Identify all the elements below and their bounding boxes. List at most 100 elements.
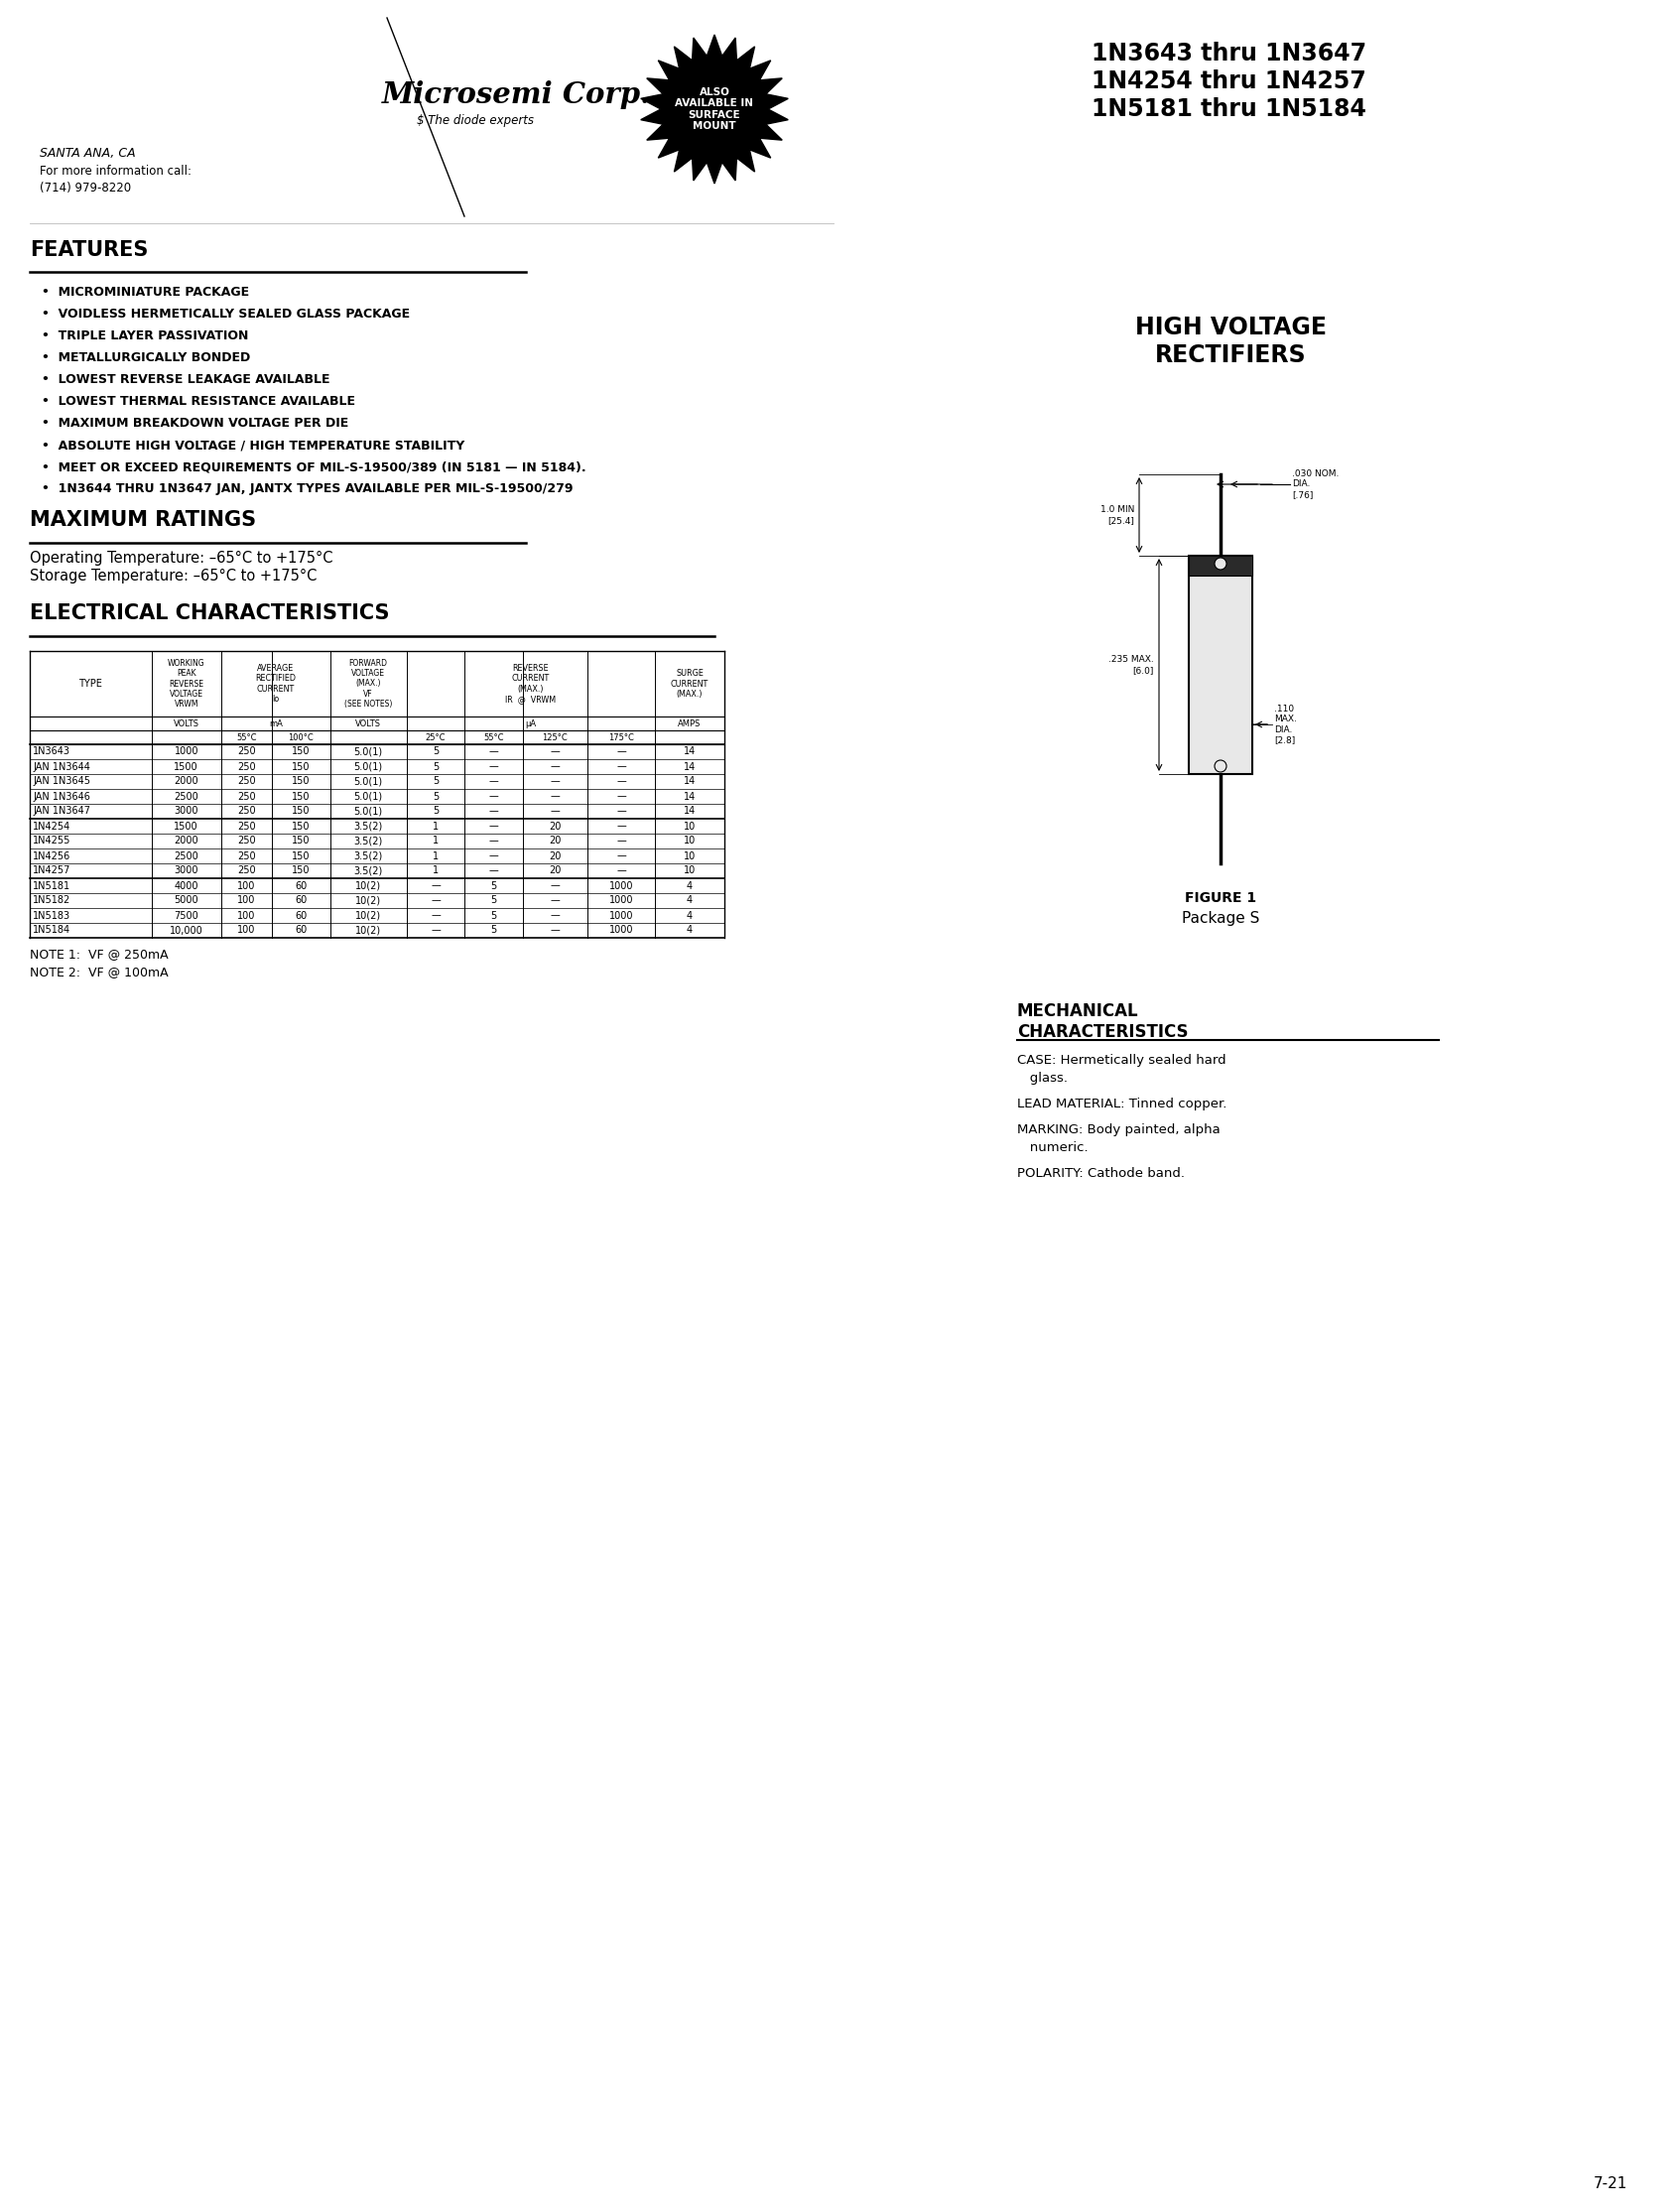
Text: 100: 100 [238, 911, 256, 920]
Polygon shape [642, 35, 789, 184]
Text: 3.5(2): 3.5(2) [353, 865, 384, 876]
Text: AVERAGE
RECTIFIED
CURRENT
Io: AVERAGE RECTIFIED CURRENT Io [255, 664, 296, 703]
Text: —: — [489, 865, 499, 876]
Text: 5.0(1): 5.0(1) [353, 761, 384, 772]
Text: —: — [616, 821, 626, 832]
Text: TYPE: TYPE [79, 679, 102, 688]
Text: LEAD MATERIAL: Tinned copper.: LEAD MATERIAL: Tinned copper. [1017, 1097, 1226, 1110]
Text: 1N4255: 1N4255 [34, 836, 70, 845]
Text: ELECTRICAL CHARACTERISTICS: ELECTRICAL CHARACTERISTICS [30, 604, 390, 624]
Text: 125°C: 125°C [543, 732, 568, 741]
Circle shape [1214, 761, 1226, 772]
Text: 14: 14 [683, 761, 695, 772]
Text: For more information call:: For more information call: [40, 164, 191, 177]
Text: •  VOIDLESS HERMETICALLY SEALED GLASS PACKAGE: • VOIDLESS HERMETICALLY SEALED GLASS PAC… [42, 307, 410, 321]
Text: •  ABSOLUTE HIGH VOLTAGE / HIGH TEMPERATURE STABILITY: • ABSOLUTE HIGH VOLTAGE / HIGH TEMPERATU… [42, 438, 464, 451]
Text: —: — [430, 880, 441, 891]
Text: 5: 5 [491, 896, 497, 905]
Text: CASE: Hermetically sealed hard: CASE: Hermetically sealed hard [1017, 1053, 1226, 1066]
Text: 1: 1 [432, 865, 439, 876]
Text: 1.0 MIN
[25.4]: 1.0 MIN [25.4] [1100, 504, 1134, 524]
Text: 1N4256: 1N4256 [34, 852, 70, 860]
Text: •  MICROMINIATURE PACKAGE: • MICROMINIATURE PACKAGE [42, 285, 250, 299]
Text: —: — [489, 792, 499, 801]
Text: •  1N3644 THRU 1N3647 JAN, JANTX TYPES AVAILABLE PER MIL-S-19500/279: • 1N3644 THRU 1N3647 JAN, JANTX TYPES AV… [42, 482, 573, 495]
Text: —: — [616, 865, 626, 876]
Text: 1000: 1000 [174, 748, 198, 757]
Text: —: — [430, 911, 441, 920]
Text: 20: 20 [549, 836, 561, 845]
FancyBboxPatch shape [1189, 555, 1253, 575]
Text: 100: 100 [238, 896, 256, 905]
Text: —: — [616, 807, 626, 816]
Text: 5: 5 [432, 807, 439, 816]
Text: —: — [489, 761, 499, 772]
Text: 150: 150 [291, 761, 310, 772]
Text: $ The diode experts: $ The diode experts [417, 115, 534, 128]
Text: 1N5183: 1N5183 [34, 911, 70, 920]
Text: MARKING: Body painted, alpha: MARKING: Body painted, alpha [1017, 1124, 1221, 1137]
Text: 14: 14 [683, 792, 695, 801]
Text: Storage Temperature: –65°C to +175°C: Storage Temperature: –65°C to +175°C [30, 568, 317, 584]
Text: 1N4254: 1N4254 [34, 821, 70, 832]
Text: —: — [549, 761, 559, 772]
Text: 3.5(2): 3.5(2) [353, 821, 384, 832]
Text: —: — [616, 836, 626, 845]
Text: —: — [489, 807, 499, 816]
Text: —: — [616, 748, 626, 757]
Text: 60: 60 [295, 896, 307, 905]
Text: 100°C: 100°C [288, 732, 313, 741]
Text: NOTE 2:  VF @ 100mA: NOTE 2: VF @ 100mA [30, 967, 167, 978]
Text: —: — [549, 748, 559, 757]
FancyBboxPatch shape [670, 71, 759, 146]
Text: —: — [616, 776, 626, 787]
Text: 5.0(1): 5.0(1) [353, 776, 384, 787]
Text: Microsemi Corp.: Microsemi Corp. [382, 80, 652, 108]
Text: 3000: 3000 [174, 865, 198, 876]
Text: 25°C: 25°C [425, 732, 446, 741]
Text: JAN 1N3644: JAN 1N3644 [34, 761, 90, 772]
Text: —: — [616, 792, 626, 801]
Text: —: — [430, 896, 441, 905]
Text: MECHANICAL
CHARACTERISTICS: MECHANICAL CHARACTERISTICS [1017, 1002, 1188, 1042]
Text: (714) 979-8220: (714) 979-8220 [40, 181, 131, 195]
Text: 7500: 7500 [174, 911, 199, 920]
Text: Package S: Package S [1181, 911, 1260, 927]
Text: 60: 60 [295, 911, 307, 920]
Text: 5: 5 [491, 911, 497, 920]
Text: Operating Temperature: –65°C to +175°C: Operating Temperature: –65°C to +175°C [30, 551, 333, 566]
Text: 20: 20 [549, 865, 561, 876]
Text: 1N3643 thru 1N3647
1N4254 thru 1N4257
1N5181 thru 1N5184: 1N3643 thru 1N3647 1N4254 thru 1N4257 1N… [1092, 42, 1367, 122]
Text: 2500: 2500 [174, 852, 199, 860]
Text: 4000: 4000 [174, 880, 198, 891]
Text: 1500: 1500 [174, 821, 199, 832]
Text: •  METALLURGICALLY BONDED: • METALLURGICALLY BONDED [42, 352, 250, 365]
Text: 150: 150 [291, 836, 310, 845]
Text: 1N5182: 1N5182 [34, 896, 70, 905]
Text: •  LOWEST THERMAL RESISTANCE AVAILABLE: • LOWEST THERMAL RESISTANCE AVAILABLE [42, 396, 355, 407]
Text: 60: 60 [295, 925, 307, 936]
Text: 250: 250 [238, 761, 256, 772]
Text: 10: 10 [683, 852, 695, 860]
Text: 100: 100 [238, 880, 256, 891]
Text: 250: 250 [238, 821, 256, 832]
Text: 4: 4 [687, 911, 693, 920]
Text: 5000: 5000 [174, 896, 199, 905]
Text: 5: 5 [432, 792, 439, 801]
Text: —: — [489, 852, 499, 860]
Text: —: — [549, 880, 559, 891]
Text: FEATURES: FEATURES [30, 241, 147, 261]
Text: .030 NOM.
DIA.
[.76]: .030 NOM. DIA. [.76] [1291, 469, 1338, 500]
Text: SANTA ANA, CA: SANTA ANA, CA [40, 146, 136, 159]
Text: POLARITY: Cathode band.: POLARITY: Cathode band. [1017, 1168, 1184, 1179]
Text: 250: 250 [238, 852, 256, 860]
Text: VOLTS: VOLTS [174, 719, 199, 728]
Text: mA: mA [268, 719, 283, 728]
Text: —: — [430, 925, 441, 936]
Text: 1N3643: 1N3643 [34, 748, 70, 757]
Text: —: — [489, 748, 499, 757]
Text: .235 MAX.
[6.0]: .235 MAX. [6.0] [1109, 655, 1154, 675]
Text: 150: 150 [291, 792, 310, 801]
Text: 4: 4 [687, 880, 693, 891]
Text: 2000: 2000 [174, 836, 199, 845]
